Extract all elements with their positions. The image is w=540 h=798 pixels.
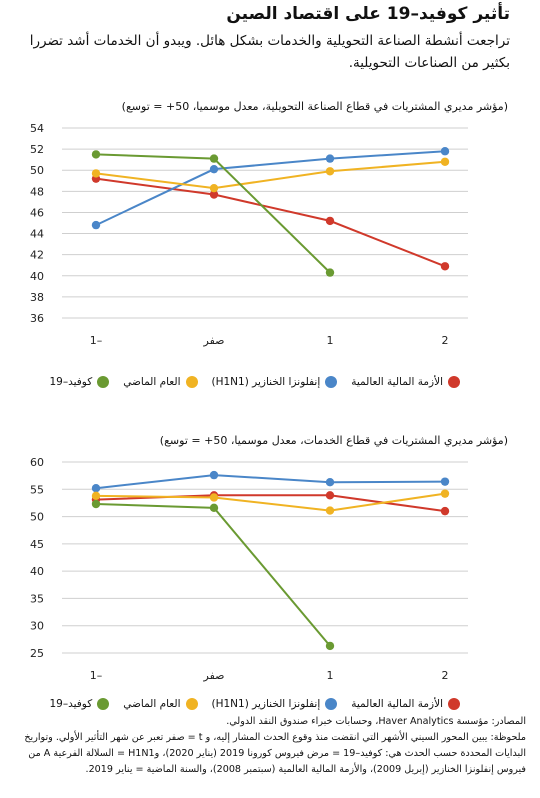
chart-1-title: (مؤشر مديري المشتريات في قطاع الصناعة ال… — [121, 100, 508, 113]
y-tick-label: 55 — [30, 483, 44, 496]
legend-label: إنفلونزا الخنازير (H1N1) — [211, 698, 321, 710]
series-line — [95, 150, 446, 227]
y-tick-label: 45 — [30, 538, 44, 551]
x-tick-label: 2 — [442, 669, 449, 682]
data-point — [209, 164, 219, 174]
y-tick-label: 36 — [30, 312, 44, 325]
data-point — [91, 483, 101, 493]
data-point — [440, 157, 450, 166]
data-point — [325, 154, 335, 163]
legend-label: إنفلونزا الخنازير (H1N1) — [211, 376, 321, 388]
chart-2-title: (مؤشر مديري المشتريات في قطاع الخدمات، م… — [159, 434, 508, 447]
legend-dot-icon — [448, 698, 460, 710]
page-subtitle: تراجعت أنشطة الصناعة التحويلية والخدمات … — [29, 33, 510, 71]
x-tick-label: صفر — [203, 334, 225, 347]
data-point — [440, 262, 450, 271]
legend-item-covid: كوفيد–19 — [49, 376, 110, 388]
legend-item-last-year: العام الماضي — [123, 376, 198, 388]
legend-label: كوفيد–19 — [49, 698, 93, 710]
legend-dot-icon — [97, 376, 110, 388]
y-tick-label: 35 — [30, 592, 44, 605]
y-tick-label: 48 — [30, 185, 44, 198]
data-point — [325, 506, 335, 515]
data-point — [209, 493, 219, 502]
data-point — [440, 147, 450, 156]
x-tick-label: –1 — [90, 669, 103, 682]
legend-label: كوفيد–19 — [49, 376, 93, 388]
y-tick-label: 30 — [30, 620, 44, 633]
legend-dot-icon — [448, 376, 460, 388]
page-title: تأثير كوفيد–19 على اقتصاد الصين — [226, 4, 510, 24]
data-point — [209, 183, 219, 193]
series-line — [95, 177, 446, 268]
legend-label: العام الماضي — [123, 698, 181, 710]
legend-dot-icon — [325, 698, 338, 710]
legend-item-gfc: الأزمة المالية العالمية — [351, 376, 460, 388]
legend-item-h1n1: إنفلونزا الخنازير (H1N1) — [212, 376, 338, 388]
x-tick-label: 1 — [327, 669, 334, 682]
data-point — [209, 503, 219, 513]
data-point — [91, 220, 101, 230]
data-point — [325, 477, 335, 487]
legend-dot-icon — [185, 376, 198, 388]
sources-note: المصادر: مؤسسة Haver Analytics، وحسابات … — [226, 716, 526, 727]
series-line — [95, 492, 446, 512]
data-point — [440, 506, 450, 516]
series-line — [95, 160, 446, 190]
legend-dot-icon — [185, 698, 198, 710]
footer-notes: المصادر: مؤسسة Haver Analytics، وحسابات … — [14, 714, 526, 778]
y-tick-label: 38 — [30, 291, 44, 304]
x-tick-label: 1 — [327, 334, 334, 347]
y-tick-label: 60 — [30, 456, 44, 469]
legend-item-last-year: العام الماضي — [123, 698, 198, 710]
legend-dot-icon — [97, 698, 110, 710]
data-point — [440, 489, 450, 498]
legend-item-covid: كوفيد–19 — [49, 698, 110, 710]
y-tick-label: 44 — [30, 228, 44, 241]
legend-label: الأزمة المالية العالمية — [351, 698, 443, 710]
series-line — [95, 474, 446, 490]
legend-dot-icon — [325, 376, 338, 388]
chart-1-legend: الأزمة المالية العالمية إنفلونزا الخنازي… — [20, 376, 460, 388]
y-tick-label: 52 — [30, 143, 44, 156]
data-point — [91, 169, 101, 178]
y-tick-label: 50 — [30, 511, 44, 524]
y-tick-label: 25 — [30, 647, 44, 660]
y-tick-label: 50 — [30, 164, 44, 177]
series-line — [95, 503, 331, 647]
services-pmi-chart: 25 30 35 40 45 50 55 60 –1 صفر 1 2 — [30, 456, 468, 682]
data-point — [91, 499, 101, 509]
legend-item-gfc: الأزمة المالية العالمية — [351, 698, 460, 710]
x-tick-label: 2 — [442, 334, 449, 347]
data-point — [440, 477, 450, 486]
data-point — [91, 150, 101, 159]
data-point — [325, 491, 335, 500]
y-tick-label: 40 — [30, 270, 44, 283]
data-point — [325, 216, 335, 226]
y-tick-label: 46 — [30, 206, 44, 219]
data-point — [209, 470, 219, 480]
data-point — [325, 641, 335, 651]
y-tick-label: 54 — [30, 122, 44, 135]
manufacturing-pmi-chart: 36 38 40 42 44 46 48 50 52 54 –1 صفر 1 2 — [30, 122, 468, 347]
legend-label: العام الماضي — [123, 376, 181, 388]
legend-label: الأزمة المالية العالمية — [351, 376, 443, 388]
data-point — [91, 491, 101, 501]
y-tick-label: 40 — [30, 565, 44, 578]
data-point — [209, 154, 219, 163]
chart-2-legend: الأزمة المالية العالمية إنفلونزا الخنازي… — [20, 698, 460, 710]
y-tick-label: 42 — [30, 249, 44, 262]
x-tick-label: صفر — [203, 669, 225, 682]
x-tick-label: –1 — [90, 334, 103, 347]
methodology-note: ملحوظة: يبين المحور السيني الأشهر التي ا… — [24, 732, 526, 775]
data-point — [325, 268, 335, 277]
data-point — [325, 167, 335, 176]
data-point — [209, 190, 219, 199]
legend-item-h1n1: إنفلونزا الخنازير (H1N1) — [212, 698, 338, 710]
